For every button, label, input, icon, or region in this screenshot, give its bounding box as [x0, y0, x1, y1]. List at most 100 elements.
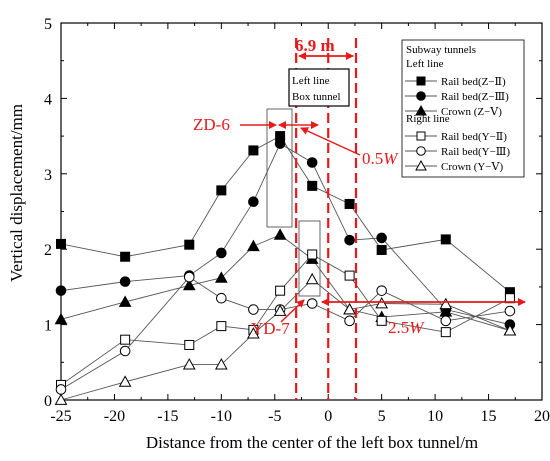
data-point [306, 298, 318, 309]
data-point [182, 278, 196, 291]
legend-label: Crown (Y−Ⅴ) [441, 161, 503, 173]
data-point [184, 239, 195, 250]
x-tick-label: 15 [481, 408, 497, 425]
data-point [56, 238, 66, 249]
data-point [55, 285, 67, 296]
width-label: 6.9 m [295, 36, 335, 55]
data-point [344, 198, 355, 209]
data-point [503, 324, 517, 336]
y-tick-label: 5 [44, 16, 52, 33]
y-tick-label: 1 [44, 318, 52, 335]
legend: Subway tunnels Left line Right line Rail… [401, 39, 525, 178]
y-tick-label: 0 [44, 393, 52, 410]
data-point [247, 327, 260, 339]
data-point [216, 247, 227, 259]
series-4 [55, 271, 516, 395]
tick-labels: -25 -20 -15 -10 -5 0 5 10 15 20 0 1 2 3 4 5 [44, 16, 550, 425]
legend-group-left: Left line [406, 58, 444, 70]
x-tick-label: -15 [157, 408, 178, 425]
data-point [344, 315, 355, 327]
legend-label: Rail bed(Z−Ⅱ) [441, 76, 506, 88]
legend-marker [416, 146, 426, 156]
box-tunnel-label-line2: Box tunnel [292, 91, 341, 103]
series-0 [56, 131, 515, 298]
data-point [248, 304, 259, 315]
quarter-w-number: 2.5 [388, 318, 409, 337]
y-axis-title: Vertical displacement/mm [7, 104, 26, 282]
y-tick-label: 2 [44, 242, 52, 259]
data-point [183, 271, 195, 283]
data-point [376, 315, 387, 326]
data-point [214, 271, 228, 283]
legend-label: Crown (Z−Ⅴ) [441, 106, 502, 118]
data-point [54, 393, 68, 405]
data-point [273, 304, 287, 316]
data-point [376, 285, 387, 296]
data-point [120, 251, 131, 262]
data-point [216, 321, 227, 332]
x-tick-label: -10 [211, 408, 232, 425]
box-tunnel-label-line1: Left line [292, 75, 330, 87]
data-point [376, 232, 387, 244]
data-point [440, 327, 451, 338]
data-point [119, 345, 131, 357]
data-point [119, 276, 131, 287]
legend-entries: Rail bed(Z−Ⅱ) Rail bed(Z−Ⅲ) Crown (Z−Ⅴ) Rai… [405, 76, 510, 173]
yd-label: YD-7 [251, 319, 290, 338]
x-tick-label: 10 [427, 408, 443, 425]
data-point [216, 185, 227, 196]
x-tick-label: -25 [50, 408, 71, 425]
data-point [305, 272, 319, 285]
data-point [182, 358, 196, 370]
quarter-w-symbol: W [409, 318, 425, 337]
data-point [54, 312, 68, 325]
data-point [214, 358, 228, 370]
data-point [216, 292, 227, 304]
data-point [375, 296, 389, 309]
series-layer [54, 131, 517, 405]
data-point [275, 285, 286, 296]
data-point [273, 228, 287, 240]
series-5 [54, 272, 517, 405]
data-point [120, 334, 131, 345]
legend-label: Rail bed(Y−Ⅲ) [441, 146, 510, 158]
x-tick-label: 5 [378, 408, 386, 425]
legend-marker [415, 104, 427, 116]
data-point [344, 234, 355, 246]
data-point [504, 305, 516, 317]
legend-header: Subway tunnels [406, 44, 476, 56]
yd-highlight-box [298, 220, 321, 297]
data-point [118, 295, 132, 307]
yd-arrow [280, 299, 305, 323]
half-w-symbol: W [383, 149, 399, 168]
axis-ticks [60, 22, 543, 401]
data-point [55, 384, 67, 395]
data-point [440, 234, 451, 245]
legend-group-right: Right line [406, 113, 450, 125]
x-axis-title: Distance from the center of the left box… [146, 433, 478, 452]
x-tick-label: 0 [324, 408, 332, 425]
y-tick-label: 3 [44, 167, 52, 184]
data-point [248, 145, 259, 156]
half-w-label: 0.5W [362, 149, 399, 168]
legend-label: Rail bed(Y−Ⅱ) [441, 131, 507, 143]
data-point [307, 180, 318, 191]
data-point [440, 315, 452, 327]
data-point [376, 244, 387, 255]
data-point [343, 302, 356, 315]
highlight-layer [240, 38, 526, 400]
x-tick-label: 20 [534, 408, 550, 425]
box-tunnel-label-box [288, 68, 350, 107]
data-point [344, 270, 355, 281]
legend-marker [416, 91, 426, 101]
data-point [118, 375, 132, 387]
x-tick-label: -20 [104, 408, 125, 425]
half-w-number: 0.5 [362, 149, 383, 168]
data-point [247, 239, 260, 252]
data-point [248, 196, 259, 207]
data-point [274, 138, 286, 149]
quarter-w-label: 2.5W [388, 318, 425, 337]
zd-label: ZD-6 [193, 115, 230, 134]
y-tick-label: 4 [44, 91, 52, 108]
